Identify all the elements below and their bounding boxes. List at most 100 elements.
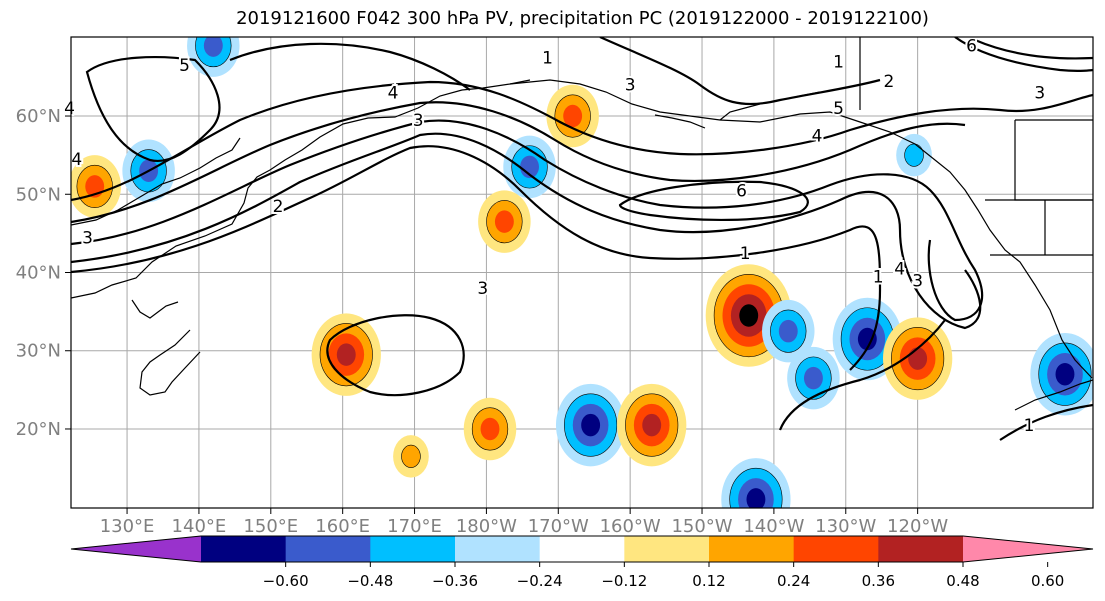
precip-level-patch xyxy=(401,444,421,468)
pv-contour-label: 4 xyxy=(388,84,399,104)
precip-level-patch xyxy=(1055,362,1075,386)
colorbar-outline xyxy=(70,535,1094,563)
pv-contour-label: 2 xyxy=(273,197,284,217)
pv-contour-label: 4 xyxy=(64,99,75,119)
positive-precip-anomaly xyxy=(463,397,517,461)
precip-level-patch xyxy=(739,304,759,327)
precip-level-patch xyxy=(494,210,514,233)
lon-tick-label: 170°W xyxy=(528,516,589,537)
positive-precip-anomaly xyxy=(393,435,429,478)
lat-tick-label: 40°N xyxy=(16,263,61,284)
lon-tick-label: 170°E xyxy=(387,516,442,537)
negative-precip-anomaly xyxy=(832,297,902,381)
pv-contour-label: 5 xyxy=(833,99,844,119)
colorbar-max-extension xyxy=(963,536,1093,562)
colorbar-tick-label: −0.24 xyxy=(517,572,563,590)
colorbar-tick-label: 0.12 xyxy=(692,572,725,590)
colorbar-tick-label: −0.12 xyxy=(601,572,647,590)
precip-level-patch xyxy=(746,488,766,508)
colorbar-segment xyxy=(539,536,625,562)
negative-precip-anomaly xyxy=(787,346,840,410)
pv-contour-label: 3 xyxy=(82,228,93,248)
colorbar-segment xyxy=(370,536,456,562)
pv-contour-label: 6 xyxy=(736,181,747,201)
lon-tick-label: 180°W xyxy=(456,516,517,537)
pv-contour-label: 4 xyxy=(71,150,82,170)
pv-contour-label: 4 xyxy=(812,127,823,147)
positive-precip-anomaly xyxy=(617,383,687,467)
lon-tick-label: 140°E xyxy=(172,516,227,537)
pv-contours xyxy=(71,37,1093,441)
negative-precip-anomaly xyxy=(896,133,932,177)
precip-level-patch xyxy=(480,417,500,441)
lon-tick-label: 140°W xyxy=(743,516,804,537)
colorbar: −0.60 −0.48 −0.36 −0.24 −0.12 0.12 0.24 0.36 0.4… xyxy=(70,535,1094,590)
lat-tick-label: 60°N xyxy=(16,106,61,127)
precip-level-patch xyxy=(857,327,877,351)
pv-contour-label: 1 xyxy=(1024,416,1035,436)
colorbar-tick-label: −0.36 xyxy=(432,572,478,590)
precip-level-patch xyxy=(563,104,583,128)
negative-precip-anomaly xyxy=(1030,332,1093,416)
precip-level-patch xyxy=(778,319,798,343)
pv-contour-label: 1 xyxy=(542,48,553,68)
positive-precip-anomaly xyxy=(311,313,381,396)
pv-contour-label: 1 xyxy=(740,244,751,264)
pv-contour-label: 3 xyxy=(1034,84,1045,104)
negative-precip-anomaly xyxy=(503,135,556,199)
precip-level-patch xyxy=(203,37,223,57)
pv-contour-label: 5 xyxy=(179,56,190,76)
precip-level-patch xyxy=(581,413,601,437)
positive-precip-anomaly xyxy=(882,317,953,400)
lat-tick-label: 30°N xyxy=(16,341,61,362)
precip-level-patch xyxy=(803,366,823,390)
colorbar-min-extension xyxy=(71,536,201,562)
lon-tick-label: 130°W xyxy=(815,516,876,537)
pv-contour-label: 2 xyxy=(883,72,894,92)
pv-contour-label: 6 xyxy=(966,37,977,57)
lon-tick-label: 130°E xyxy=(100,516,155,537)
lon-tick-label: 160°W xyxy=(600,516,661,537)
negative-precip-anomaly xyxy=(187,37,240,77)
colorbar-tick-label: 0.24 xyxy=(777,572,810,590)
pv-contour-label: 1 xyxy=(833,52,844,72)
colorbar-segment xyxy=(201,536,287,562)
longitude-axis: 130°E 140°E 150°E 160°E 170°E 180°W 170°W 160°W… xyxy=(100,508,948,537)
precip-level-patch xyxy=(336,343,356,366)
positive-precip-anomaly xyxy=(546,84,599,148)
lon-tick-label: 120°W xyxy=(887,516,948,537)
lon-tick-label: 160°E xyxy=(315,516,370,537)
precip-level-patch xyxy=(904,143,924,167)
colorbar-tick-label: 0.60 xyxy=(1031,572,1064,590)
pv-contour-label: 3 xyxy=(413,111,424,131)
lon-tick-label: 150°E xyxy=(243,516,298,537)
latitude-axis: 60°N 50°N 40°N 30°N 20°N xyxy=(16,106,71,440)
pv-contour-label: 3 xyxy=(477,279,488,299)
colorbar-segment xyxy=(878,536,964,562)
precip-level-patch xyxy=(520,155,539,179)
lon-tick-label: 150°W xyxy=(671,516,732,537)
negative-precip-anomaly xyxy=(555,383,626,467)
colorbar-segment xyxy=(455,536,541,562)
colorbar-segment xyxy=(793,536,879,562)
pv-contour-label: 3 xyxy=(625,76,636,96)
colorbar-tick-label: 0.36 xyxy=(862,572,895,590)
positive-precip-anomaly xyxy=(478,190,531,253)
colorbar-tick-label: 0.48 xyxy=(946,572,979,590)
colorbar-tick-label: −0.60 xyxy=(263,572,309,590)
colorbar-segment xyxy=(624,536,710,562)
pv-contour-label: 4 xyxy=(894,260,905,280)
pv-contour-label: 1 xyxy=(873,267,884,287)
precip-level-patch xyxy=(642,413,662,437)
pv-contour-label: 3 xyxy=(912,271,923,291)
lat-tick-label: 50°N xyxy=(16,184,61,205)
colorbar-tick-label: −0.48 xyxy=(347,572,393,590)
negative-precip-anomaly xyxy=(762,299,815,363)
colorbar-segment xyxy=(285,536,371,562)
coastlines xyxy=(71,37,1093,411)
colorbar-segment xyxy=(709,536,795,562)
precip-level-patch xyxy=(908,347,928,370)
map-title: 2019121600 F042 300 hPa PV, precipitatio… xyxy=(236,8,929,29)
